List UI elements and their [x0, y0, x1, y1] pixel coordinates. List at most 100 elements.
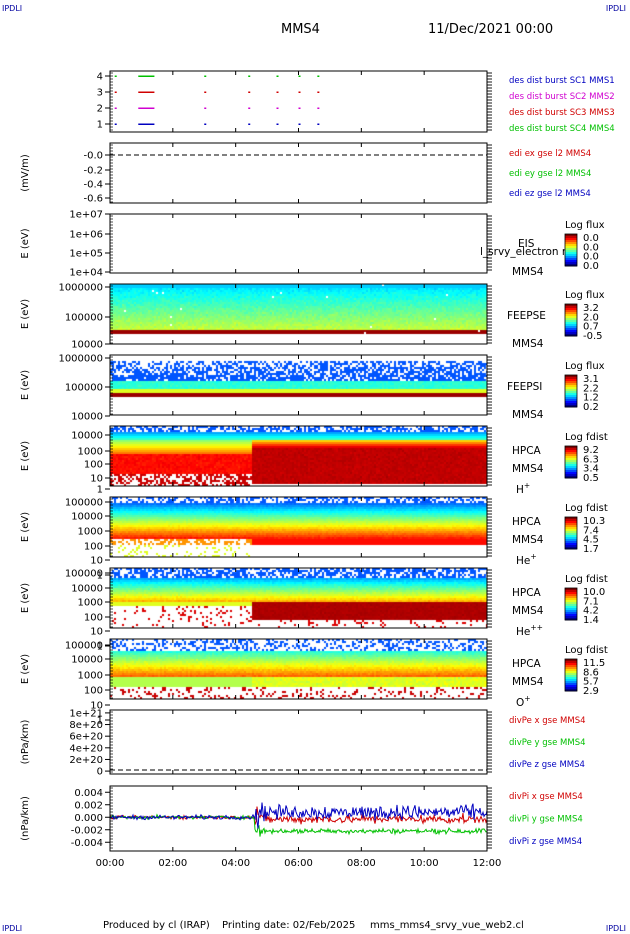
colorbar-segment — [565, 314, 577, 317]
colorbar-segment — [565, 521, 577, 524]
y-tick-label: 2 — [97, 104, 103, 115]
y-tick-label: 10000 — [71, 412, 103, 423]
colorbar-tick-label: -0.5 — [583, 331, 603, 342]
colorbar-tick-label: 0.2 — [583, 402, 599, 413]
colorbar-segment — [565, 238, 577, 241]
x-tick-label: 02:00 — [158, 858, 187, 869]
legend-entry: divPe x gse MMS4 — [509, 716, 586, 726]
burst-mark — [114, 91, 117, 93]
colorbar-frame — [564, 374, 578, 408]
y-tick-label: 1000 — [78, 598, 103, 609]
y-tick-label: 10000 — [71, 584, 103, 595]
y-tick-label: 1000000 — [58, 283, 103, 294]
colorbar-segment — [565, 242, 577, 245]
colorbar-tick-label: 0.0 — [583, 233, 599, 244]
heatmap-hpca_h — [110, 426, 487, 486]
colorbar-segment — [565, 256, 577, 259]
heatmap-hpca_o — [110, 639, 487, 699]
colorbar-segment — [565, 458, 577, 461]
y-tick-label: 1e+06 — [69, 230, 103, 241]
colorbar-segment — [565, 472, 577, 475]
y-tick-label: 4e+20 — [69, 743, 103, 754]
colorbar-segment — [565, 405, 577, 408]
burst-mark — [138, 75, 145, 77]
legend-entry: des dist burst SC4 MMS4 — [509, 124, 615, 134]
y-tick-label: 2e+20 — [69, 755, 103, 766]
colorbar-segment — [565, 403, 577, 406]
x-tick-label: 06:00 — [284, 858, 313, 869]
date-title: 11/Dec/2021 00:00 — [428, 22, 554, 37]
colorbar-segment — [565, 318, 577, 321]
instrument-label: HPCA — [512, 516, 542, 528]
y-axis-label: E (eV) — [20, 512, 31, 542]
y-tick-label: 100000 — [65, 313, 103, 324]
colorbar-tick-label: 9.2 — [583, 445, 599, 456]
colorbar-segment — [565, 671, 577, 674]
burst-mark — [147, 75, 154, 77]
y-tick-label: 1 — [97, 642, 103, 653]
colorbar-segment — [565, 236, 577, 239]
colorbar-segment — [565, 258, 577, 261]
colorbar-segment — [565, 608, 577, 611]
colorbar-tick-label: 7.1 — [583, 596, 599, 607]
burst-mark — [276, 107, 279, 109]
panel-edi: -0.0 -0.2 -0.4 -0.6 (mV/m) edi ex gse l2 MMS4… — [20, 142, 591, 205]
colorbar-segment — [565, 240, 577, 243]
species-label: O+ — [516, 694, 531, 709]
colorbar-segment — [565, 379, 577, 382]
y-tick-label: 0 — [97, 767, 103, 778]
colorbar-segment — [565, 659, 577, 662]
footer-produced-by: Produced by cl (IRAP) — [103, 920, 210, 931]
y-tick-label: 10000 — [71, 512, 103, 523]
corner-tag-top-left: IPDLI — [2, 4, 23, 13]
species-label: He++ — [516, 623, 543, 638]
burst-mark — [114, 123, 117, 125]
colorbar-segment — [565, 446, 577, 449]
colorbar-segment — [565, 452, 577, 455]
instrument-label: FEEPSI — [507, 381, 542, 393]
x-tick-label: 10:00 — [410, 858, 439, 869]
colorbar-segment — [565, 332, 577, 335]
spacecraft-label: MMS4 — [512, 266, 544, 278]
colorbar-segment — [565, 397, 577, 400]
colorbar-segment — [565, 246, 577, 249]
corner-tag-top-right: IPDLI — [605, 4, 626, 13]
colorbar-tick-label: 2.0 — [583, 312, 599, 323]
colorbar-segment — [565, 606, 577, 609]
colorbar-tick-label: 3.1 — [583, 374, 599, 385]
panel-feepsi: 1000000 100000 10000 E (eV) FEEPSI MMS4 Log fl… — [20, 354, 605, 423]
colorbar-segment — [565, 610, 577, 613]
colorbar-segment — [565, 326, 577, 329]
y-axis-label: (mV/m) — [20, 154, 31, 192]
colorbar-tick-label: 4.2 — [583, 606, 599, 617]
colorbar-tick-label: 3.2 — [583, 303, 599, 314]
colorbar-segment — [565, 464, 577, 467]
burst-mark — [248, 107, 251, 109]
panel-burst: 4 3 2 1 des dist burst SC1 MMS1 des dist burs… — [97, 70, 615, 134]
colorbar-tick-label: 2.2 — [583, 383, 599, 394]
colorbar-segment — [565, 517, 577, 520]
x-tick-label: 08:00 — [347, 858, 376, 869]
burst-mark — [142, 91, 149, 93]
y-tick-label: 10 — [90, 701, 103, 712]
panel-eis: 1e+07 1e+06 1e+05 1e+04 E (eV) EISl_srvy_elec… — [20, 210, 605, 279]
panel-hpca_he1: 100000 10000 1000 100 10 1 E (eV) HPCA MMS4 He+ Lo… — [20, 496, 608, 582]
y-axis-label: E (eV) — [20, 228, 31, 258]
y-tick-label: 10000 — [71, 431, 103, 442]
colorbar-segment — [565, 393, 577, 396]
colorbar-segment — [565, 391, 577, 394]
burst-mark — [298, 91, 301, 93]
legend-entry: divPi y gse MMS4 — [509, 815, 583, 825]
y-tick-label: 1000 — [78, 527, 103, 538]
colorbar-segment — [565, 588, 577, 591]
burst-mark — [147, 91, 154, 93]
x-tick-label: 00:00 — [96, 858, 125, 869]
y-tick-label: 0.002 — [74, 800, 103, 811]
colorbar-frame — [564, 587, 578, 621]
footer-printing-date: Printing date: 02/Feb/2025 — [222, 920, 356, 931]
burst-mark — [317, 123, 320, 125]
x-tick-label: 12:00 — [473, 858, 502, 869]
y-tick-label: -0.0 — [83, 151, 103, 162]
